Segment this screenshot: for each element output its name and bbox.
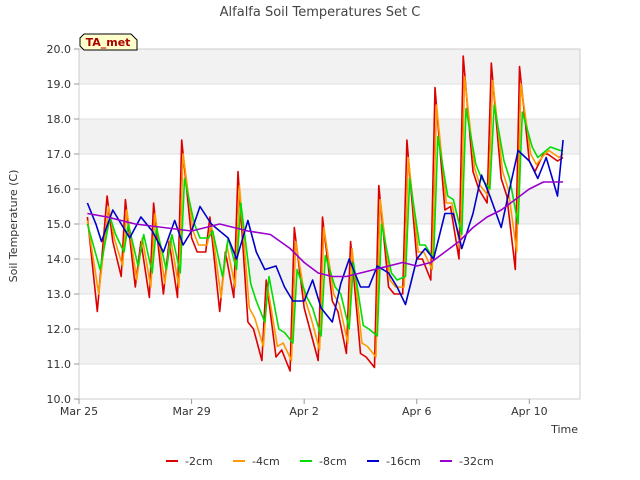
- grid-band: [79, 119, 580, 154]
- series-line-16cm: [86, 139, 564, 323]
- legend-label: -8cm: [319, 455, 347, 468]
- legend-item: -32cm: [440, 455, 494, 468]
- y-axis-label: Soil Temperature (C): [7, 170, 20, 283]
- grid-band: [79, 49, 580, 84]
- x-tick-label: Mar 29: [172, 405, 210, 418]
- y-tick-label: 11.0: [47, 358, 72, 371]
- legend-item: -8cm: [300, 455, 347, 468]
- legend-label: -32cm: [459, 455, 494, 468]
- y-tick-label: 18.0: [47, 113, 72, 126]
- legend-item: -2cm: [166, 455, 213, 468]
- x-tick-label: Apr 6: [402, 405, 432, 418]
- y-tick-label: 17.0: [47, 148, 72, 161]
- series-line-8cm: [86, 104, 564, 344]
- legend: -2cm -4cm -8cm -16cm -32cm: [166, 455, 494, 468]
- x-tick-label: Apr 10: [511, 405, 548, 418]
- ta-met-badge: TA_met: [79, 33, 138, 51]
- y-tick-label: 16.0: [47, 183, 72, 196]
- chart-title: Alfalfa Soil Temperatures Set C: [220, 5, 421, 20]
- series-line-32cm: [87, 181, 564, 278]
- y-tick-label: 20.0: [47, 43, 72, 56]
- y-tick-label: 10.0: [47, 393, 72, 406]
- y-axis-ticks: 10.0 11.0 12.0 13.0 14.0 15.0 16.0 17.0 18.0 19.0…: [47, 43, 79, 406]
- x-axis-ticks: Mar 25 Mar 29 Apr 2 Apr 6 Apr 10: [60, 399, 548, 418]
- series-layer: [86, 55, 564, 372]
- y-tick-label: 14.0: [47, 253, 72, 266]
- series-line-2cm: [86, 55, 564, 372]
- legend-label: -4cm: [252, 455, 280, 468]
- grid-band: [79, 329, 580, 364]
- badge-label: TA_met: [86, 36, 131, 49]
- grid-band: [79, 189, 580, 224]
- y-tick-label: 13.0: [47, 288, 72, 301]
- series-line-4cm: [86, 76, 564, 362]
- grid-bands: [79, 49, 580, 364]
- y-tick-label: 15.0: [47, 218, 72, 231]
- legend-item: -4cm: [233, 455, 280, 468]
- legend-item: -16cm: [367, 455, 421, 468]
- x-tick-label: Mar 25: [60, 405, 98, 418]
- y-tick-label: 12.0: [47, 323, 72, 336]
- legend-label: -2cm: [185, 455, 213, 468]
- y-tick-label: 19.0: [47, 78, 72, 91]
- x-tick-label: Apr 2: [289, 405, 319, 418]
- legend-label: -16cm: [386, 455, 421, 468]
- x-axis-label: Time: [550, 423, 578, 436]
